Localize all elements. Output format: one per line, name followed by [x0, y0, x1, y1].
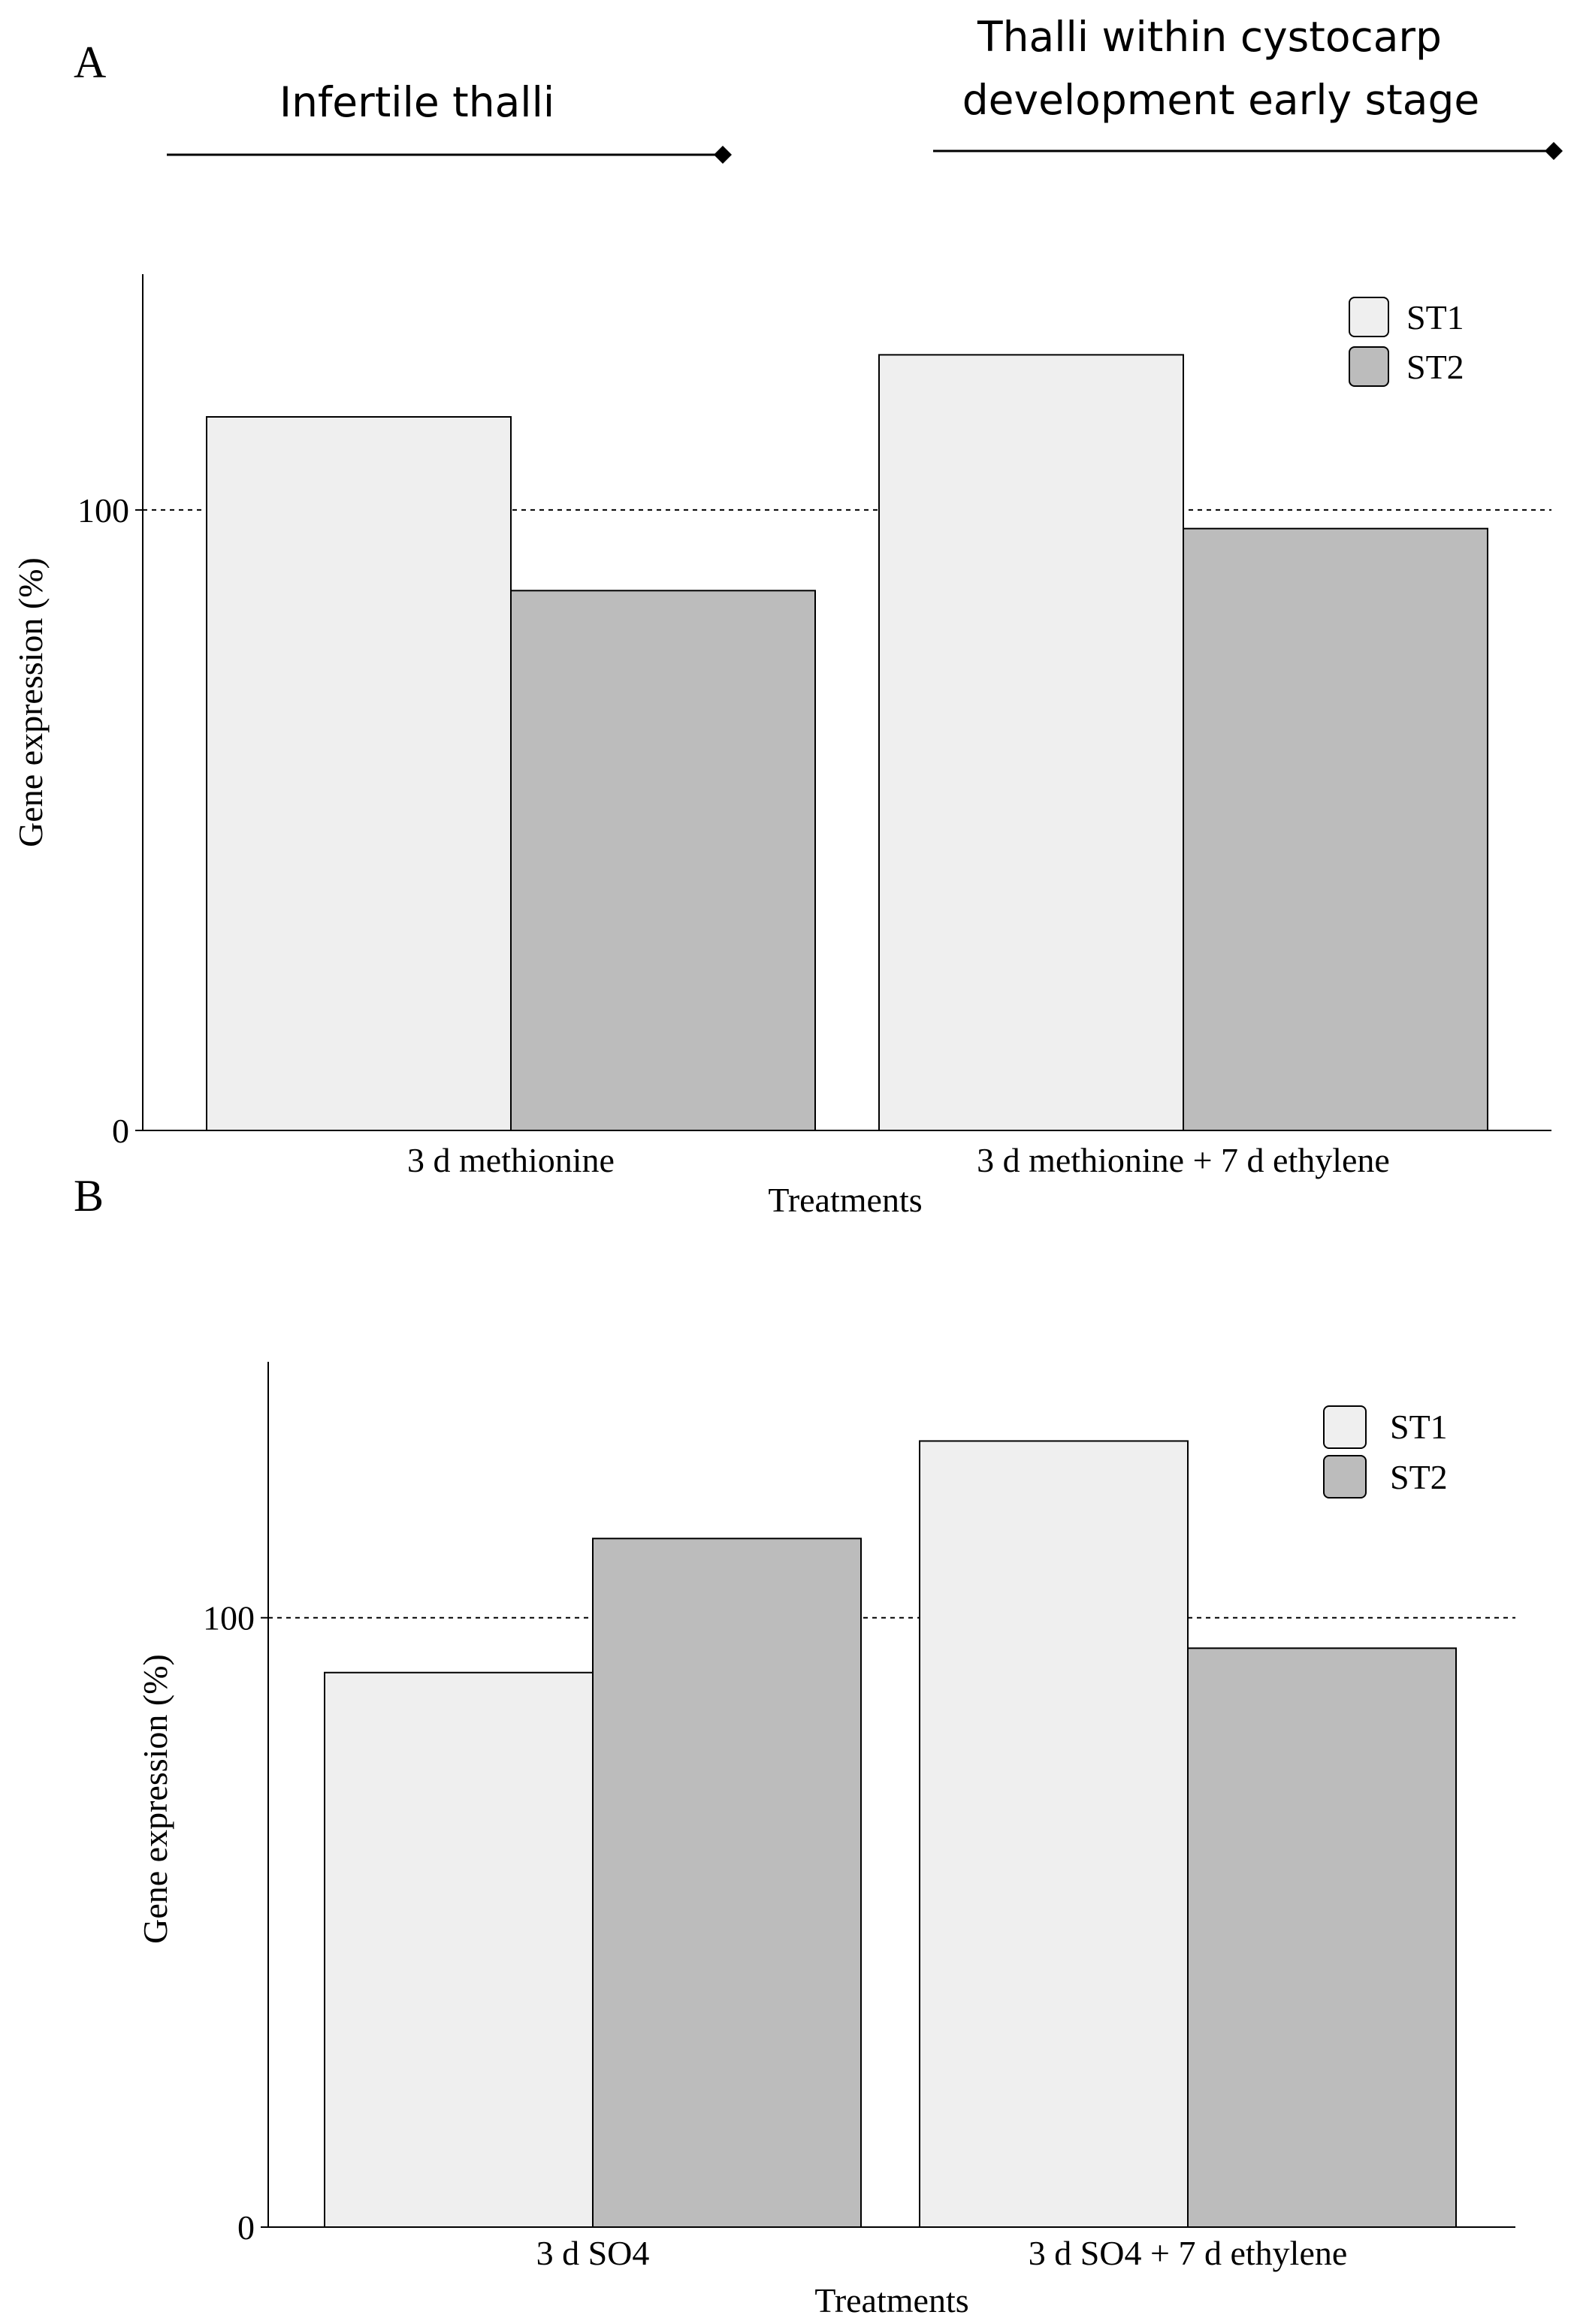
chart-a-bar-st2-2 [1183, 527, 1488, 1131]
panel-label-a: A [74, 38, 106, 87]
stage-label-infertile: Infertile thalli [279, 78, 554, 126]
chart-a-bar-st1-1 [206, 416, 512, 1131]
chart-a-legend-swatch-st1 [1349, 297, 1389, 337]
chart-b-legend-swatch-st1 [1323, 1405, 1367, 1449]
chart-b-category-label: 3 d SO4 [536, 2234, 650, 2272]
chart-b-legend-label-st1: ST1 [1390, 1408, 1448, 1446]
chart-b-bar-st1-1 [324, 1671, 594, 2229]
chart-a-bar-st2-1 [510, 590, 816, 1131]
chart-a-legend-label-st2: ST2 [1406, 348, 1464, 386]
chart-a-category-label: 3 d methionine [407, 1141, 615, 1179]
chart-a-category-label: 3 d methionine + 7 d ethylene [977, 1141, 1390, 1179]
chart-b-x-axis-label: Treatments [814, 2281, 968, 2319]
chart-b-legend-swatch-st2 [1323, 1455, 1367, 1499]
panel-label-b: B [74, 1171, 104, 1221]
chart-b-y-tick-label: 0 [237, 2208, 255, 2247]
chart-a-legend-label-st1: ST1 [1406, 298, 1464, 337]
chart-b-legend-label-st2: ST2 [1390, 1458, 1448, 1496]
stage-label-cystocarp-line1: Thalli within cystocarp [977, 13, 1442, 61]
chart-b-bar-st2-1 [592, 1538, 862, 2228]
chart-b-category-label: 3 d SO4 + 7 d ethylene [1029, 2234, 1348, 2272]
chart-a-y-tick-label: 0 [112, 1112, 129, 1150]
chart-b-bar-st2-2 [1187, 1647, 1457, 2228]
chart-b-y-axis-label: Gene expression (%) [136, 1654, 174, 1944]
chart-a-legend: ST1 ST2 [1349, 297, 1464, 387]
stage-arrow-infertile-head [714, 146, 732, 164]
chart-a-x-axis-label: Treatments [768, 1181, 922, 1219]
stage-arrow-cystocarp-head [1545, 142, 1563, 160]
stage-label-cystocarp-line2: development early stage [962, 76, 1479, 124]
chart-b-bar-st1-2 [919, 1440, 1189, 2228]
chart-b-legend: ST1 ST2 [1323, 1405, 1448, 1499]
chart-a-legend-swatch-st2 [1349, 346, 1389, 387]
chart-a-y-tick-label: 100 [77, 491, 129, 530]
chart-b: 0 100 3 d SO4 3 d SO4 + 7 d ethylene Gene e… [136, 1362, 1515, 2319]
chart-a-bar-st1-2 [878, 354, 1184, 1131]
chart-b-y-tick-label: 100 [203, 1599, 255, 1637]
chart-a: 0 100 3 d methionine 3 d methionine + 7 d e… [11, 274, 1551, 1219]
chart-a-y-axis-label: Gene expression (%) [11, 557, 50, 847]
